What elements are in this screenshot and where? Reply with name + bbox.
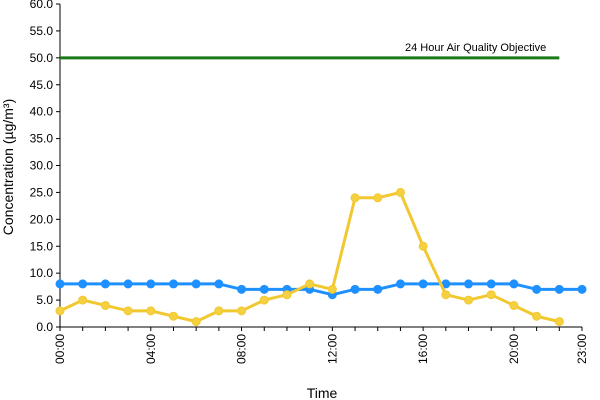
series-2-point <box>123 306 133 316</box>
x-ticks: 00:00 04:00 08:00 12:00 16:00 20:00 23:00 <box>53 327 589 364</box>
series-1-point <box>577 284 587 294</box>
series-2-point <box>237 306 247 316</box>
series-1-point <box>191 279 201 289</box>
y-tick-label: 55.0 <box>30 24 54 38</box>
x-tick-label: 08:00 <box>235 334 249 364</box>
series-1-point <box>350 284 360 294</box>
series-group <box>55 187 587 327</box>
x-tick-label: 23:00 <box>575 334 589 364</box>
series-1-point <box>123 279 133 289</box>
y-ticks: 0.0 5.0 10.0 15.0 20.0 25.0 30.0 35.0 40.0 45.0 50… <box>30 0 60 334</box>
series-2-point <box>168 311 178 321</box>
y-tick-label: 20.0 <box>30 212 54 226</box>
y-tick-label: 60.0 <box>30 0 54 11</box>
series-2-point <box>441 290 451 300</box>
y-tick-label: 30.0 <box>30 159 54 173</box>
series-2-point <box>554 317 564 327</box>
series-2-point <box>350 193 360 203</box>
y-tick-label: 0.0 <box>36 320 53 334</box>
series-2-point <box>100 300 110 310</box>
series-1-point <box>168 279 178 289</box>
series-2-point <box>509 300 519 310</box>
y-tick-label: 15.0 <box>30 239 54 253</box>
y-tick-label: 50.0 <box>30 51 54 65</box>
y-axis: 0.0 5.0 10.0 15.0 20.0 25.0 30.0 35.0 40.0 45.0 50… <box>30 0 61 334</box>
series-1-point <box>237 284 247 294</box>
x-tick-label: 00:00 <box>53 334 67 364</box>
series-1-point <box>554 284 564 294</box>
x-axis-title: Time <box>307 385 338 400</box>
y-axis-title: Concentration (µg/m³) <box>0 99 16 235</box>
x-tick-label: 20:00 <box>507 334 521 364</box>
series-2-point <box>282 290 292 300</box>
series-1-point <box>395 279 405 289</box>
series-2-point <box>191 317 201 327</box>
x-axis: 00:00 04:00 08:00 12:00 16:00 20:00 23:00 <box>53 326 589 364</box>
y-tick-label: 5.0 <box>36 293 53 307</box>
reference-line-group: 24 Hour Air Quality Objective <box>60 42 560 60</box>
x-tick-label: 16:00 <box>416 334 430 364</box>
series-2-point <box>532 311 542 321</box>
series-1-point <box>486 279 496 289</box>
series-2-point <box>259 295 269 305</box>
series-2-point <box>418 241 428 251</box>
series-1-point <box>100 279 110 289</box>
series-1-point <box>259 284 269 294</box>
series-2-point <box>78 295 88 305</box>
y-tick-label: 40.0 <box>30 105 54 119</box>
series-1-point <box>214 279 224 289</box>
series-1-point <box>55 279 65 289</box>
series-1-point <box>509 279 519 289</box>
x-tick-label: 12:00 <box>325 334 339 364</box>
y-tick-label: 25.0 <box>30 185 54 199</box>
series-2-point <box>464 295 474 305</box>
y-tick-label: 35.0 <box>30 132 54 146</box>
series-1-point <box>146 279 156 289</box>
series-1-point <box>78 279 88 289</box>
series-2-point <box>373 193 383 203</box>
series-1-point <box>373 284 383 294</box>
series-2-point <box>305 279 315 289</box>
series-1 <box>55 279 587 300</box>
series-1-point <box>532 284 542 294</box>
series-2-point <box>55 306 65 316</box>
series-2-point <box>214 306 224 316</box>
x-tick-label: 04:00 <box>144 334 158 364</box>
series-1-point <box>464 279 474 289</box>
series-2-point <box>327 284 337 294</box>
y-tick-label: 45.0 <box>30 78 54 92</box>
air-quality-objective-label: 24 Hour Air Quality Objective <box>405 42 546 54</box>
series-2 <box>55 187 564 327</box>
series-2-point <box>395 187 405 197</box>
series-2-point <box>486 290 496 300</box>
series-1-point <box>418 279 428 289</box>
y-tick-label: 10.0 <box>30 266 54 280</box>
series-2-point <box>146 306 156 316</box>
series-2-line <box>59 190 560 324</box>
